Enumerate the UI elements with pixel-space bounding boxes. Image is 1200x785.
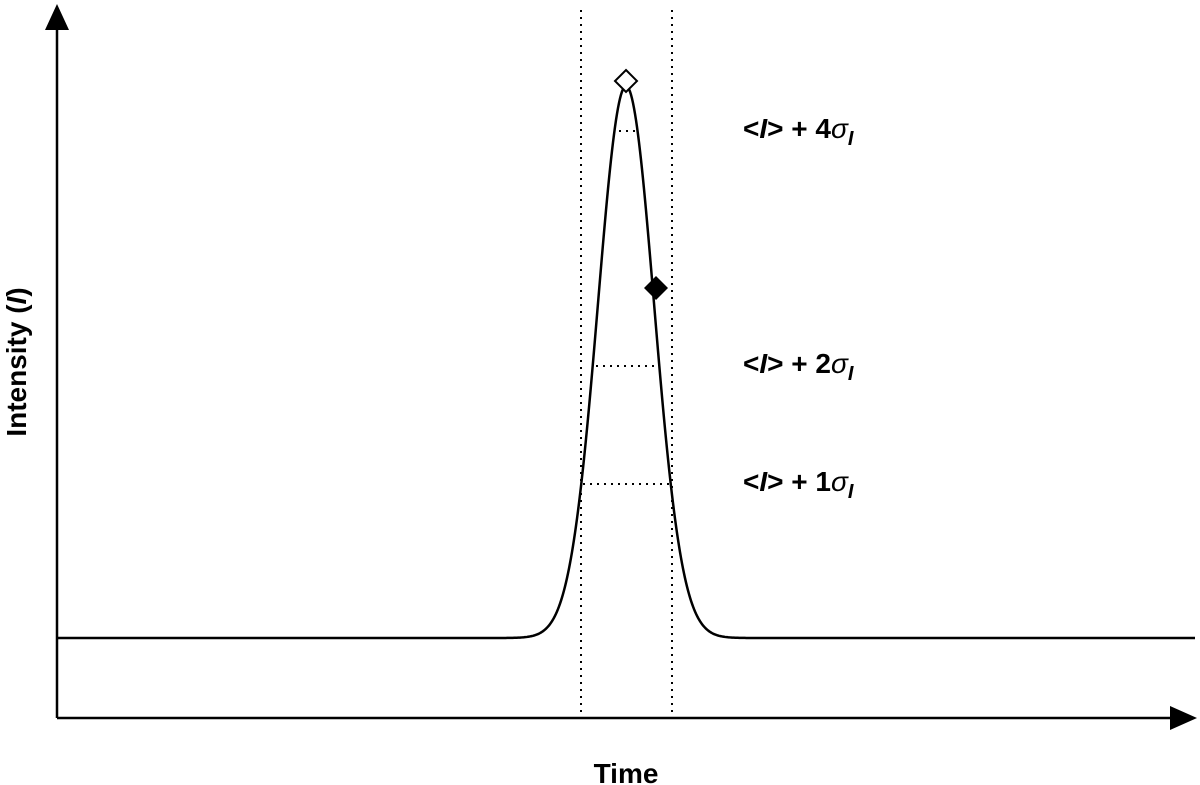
- y-label-text: Intensity (: [1, 304, 32, 437]
- x-axis-label: Time: [594, 758, 659, 785]
- level-var: I: [759, 348, 768, 379]
- level-sub: I: [848, 481, 854, 503]
- level-sigma: σ: [831, 466, 849, 497]
- level-label: <I> + 2σI: [743, 348, 854, 385]
- level-var: I: [759, 113, 768, 144]
- level-open: <: [743, 348, 759, 379]
- level-labels: <I> + 4σI<I> + 2σI<I> + 1σI: [743, 113, 854, 503]
- level-rest: > + 1: [767, 466, 831, 497]
- level-rest: > + 4: [767, 113, 831, 144]
- level-sub: I: [848, 128, 854, 150]
- level-label: <I> + 4σI: [743, 113, 854, 150]
- threshold-marker: [644, 276, 668, 300]
- x-axis-arrow: [1170, 706, 1197, 730]
- y-label-var: I: [1, 295, 32, 304]
- level-label: <I> + 1σI: [743, 466, 854, 503]
- peak-marker: [613, 68, 639, 94]
- level-open: <: [743, 113, 759, 144]
- level-rest: > + 2: [767, 348, 831, 379]
- y-axis-arrow: [45, 4, 69, 30]
- intensity-curve: [57, 84, 1195, 640]
- level-var: I: [759, 466, 768, 497]
- level-open: <: [743, 466, 759, 497]
- y-axis-label: Intensity (I): [1, 287, 32, 436]
- level-sigma: σ: [831, 348, 849, 379]
- y-label-close: ): [1, 287, 32, 296]
- level-sigma: σ: [831, 113, 849, 144]
- level-sub: I: [848, 363, 854, 385]
